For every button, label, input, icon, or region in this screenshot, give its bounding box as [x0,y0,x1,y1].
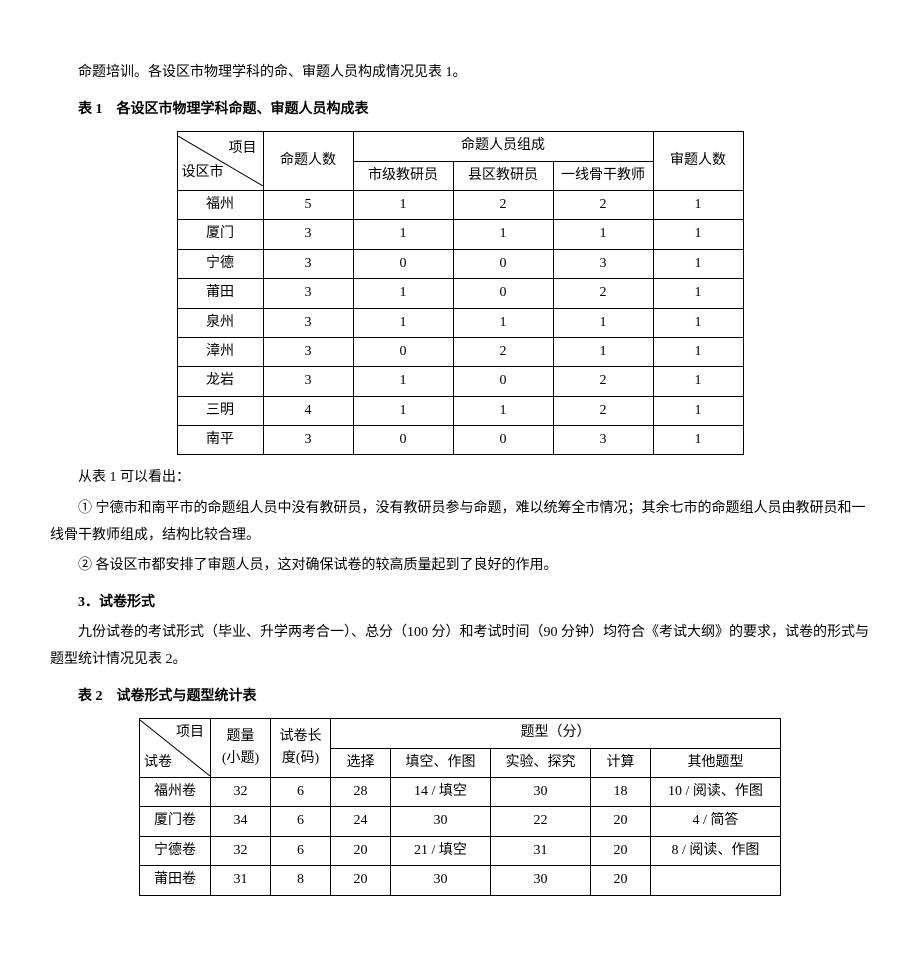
col-city-researcher: 市级教研员 [353,161,453,190]
table1: 项目 设区市 命题人数 命题人员组成 审题人数 市级教研员 县区教研员 一线骨干… [177,131,744,455]
table2: 项目 试卷 题量 (小题) 试卷长 度(码) 题型（分） 选择 填空、作图 实验… [139,718,781,895]
diag-bottom2: 试卷 [144,752,172,774]
table-row: 宁德30031 [177,249,743,278]
table-row: 宁德卷3262021 / 填空31208 / 阅读、作图 [140,836,781,865]
col-review-count: 审题人数 [653,132,743,191]
after-t1-intro: 从表 1 可以看出： [50,465,870,492]
section3-para: 九份试卷的考试形式（毕业、升学两考合一）、总分（100 分）和考试时间（90 分… [50,620,870,673]
col-length: 试卷长 度(码) [271,719,331,778]
diag-bottom: 设区市 [182,162,224,184]
table2-caption: 表 2 试卷形式与题型统计表 [50,684,870,711]
table-row: 漳州30211 [177,337,743,366]
table1-caption: 表 1 各设区市物理学科命题、审题人员构成表 [50,97,870,124]
table2-diag-header: 项目 试卷 [140,720,210,776]
table-row: 泉州31111 [177,308,743,337]
col-exp: 实验、探究 [491,748,591,777]
table-row: 三明41121 [177,396,743,425]
table-row: 福州卷3262814 / 填空301810 / 阅读、作图 [140,778,781,807]
point1: ① 宁德市和南平市的命题组人员中没有教研员，没有教研员参与命题，难以统筹全市情况… [50,496,870,549]
table-row: 厦门31111 [177,220,743,249]
col-fill: 填空、作图 [391,748,491,777]
col-frontline-teacher: 一线骨干教师 [553,161,653,190]
table-row: 莆田31021 [177,279,743,308]
col-types-header: 题型（分） [331,719,781,748]
diag-top: 项目 [229,138,257,160]
col-county-researcher: 县区教研员 [453,161,553,190]
col-group-header: 命题人员组成 [353,132,653,161]
col-calc: 计算 [591,748,651,777]
table-row: 福州51221 [177,190,743,219]
section3-title: 3．试卷形式 [50,590,870,617]
point2: ② 各设区市都安排了审题人员，这对确保试卷的较高质量起到了良好的作用。 [50,553,870,580]
table-row: 莆田卷31820303020 [140,866,781,895]
col-mingti-count: 命题人数 [263,132,353,191]
col-select: 选择 [331,748,391,777]
col-other: 其他题型 [651,748,781,777]
table-row: 龙岩31021 [177,367,743,396]
intro-text: 命题培训。各设区市物理学科的命、审题人员构成情况见表 1。 [50,60,870,87]
table-row: 厦门卷346243022204 / 简答 [140,807,781,836]
diag-top2: 项目 [176,722,204,744]
col-qcount: 题量 (小题) [211,719,271,778]
table-row: 南平30031 [177,426,743,455]
table1-diag-header: 项目 设区市 [178,136,263,186]
